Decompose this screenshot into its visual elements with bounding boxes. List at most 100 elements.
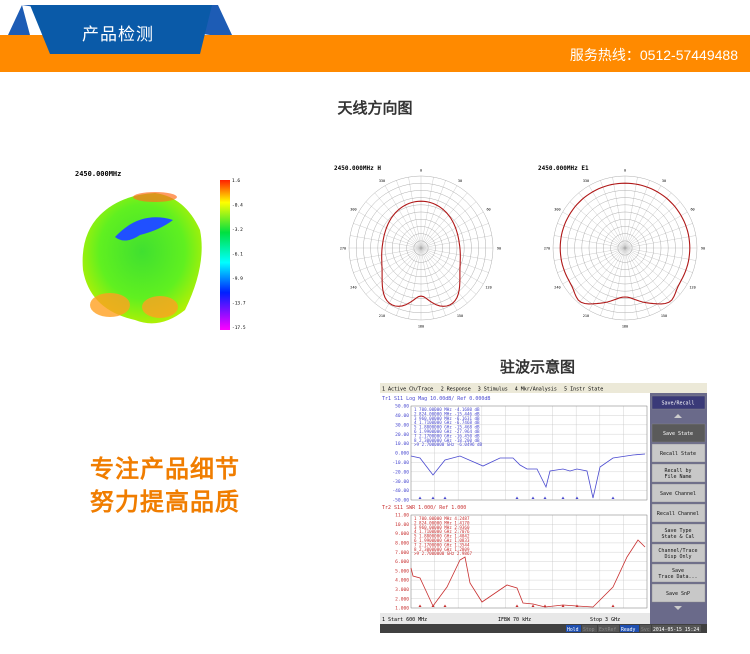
polar-grid-spoke (554, 247, 626, 261)
status-field (582, 625, 597, 632)
softkey-save-channel[interactable]: Save Channel (651, 483, 706, 503)
upper-marker-readout: 5 1.8800000 GHz -15.468 dB (414, 425, 480, 430)
3d-freq-label: 2450.000MHz (75, 170, 121, 178)
polar-grid-spoke (420, 247, 468, 304)
lower-y-tick: 9.000 (395, 531, 409, 537)
marker-triangle[interactable] (561, 496, 565, 500)
softkey-recall-channel[interactable]: Recall Channel (651, 503, 706, 523)
softkey-recall-state[interactable]: Recall State (651, 443, 706, 463)
softkey-label: Save Channel (660, 491, 696, 497)
marker-triangle[interactable] (531, 496, 535, 500)
marker-triangle[interactable] (575, 604, 579, 608)
marker-triangle[interactable] (418, 604, 422, 608)
polar-grid-spoke (420, 247, 484, 285)
marker-triangle[interactable] (531, 604, 535, 608)
softkey-sublabel: Trace Data... (658, 574, 697, 580)
menu-item[interactable]: 2 Response (441, 387, 471, 393)
polar-grid-spoke (612, 177, 626, 249)
marker-triangle[interactable] (543, 604, 547, 608)
marker-triangle[interactable] (575, 496, 579, 500)
marker-triangle[interactable] (611, 496, 615, 500)
marker-triangle[interactable] (515, 496, 519, 500)
scroll-down-icon[interactable] (674, 606, 682, 610)
color-scale-bar (220, 180, 230, 330)
ifbw: IFBW 70 kHz (498, 617, 531, 623)
softkey-label: Recall Channel (657, 511, 699, 517)
header-tab-label: 产品检测 (82, 25, 154, 45)
polar-grid-spoke (569, 201, 626, 249)
lower-marker-readout: 3 960.00000 MHz 2.9360 (414, 525, 470, 530)
lower-y-tick: 11.00 (395, 513, 409, 519)
menu-item[interactable]: 5 Instr State (564, 387, 603, 393)
softkey-label: Recall by (664, 468, 691, 474)
status-field (652, 625, 701, 632)
softkey-save-recall[interactable]: Save/Recall (651, 395, 706, 410)
marker-triangle[interactable] (443, 604, 447, 608)
menu-item[interactable]: 4 Mkr/Analysis (515, 387, 557, 393)
marker-triangle[interactable] (611, 604, 615, 608)
polar-e-label: 2450.000MHz E1 (538, 165, 589, 172)
marker-triangle[interactable] (418, 496, 422, 500)
polar-angle-tick: 180 (622, 325, 628, 329)
polar-h-label: 2450.000MHz H (334, 165, 381, 172)
plot-area (380, 393, 650, 624)
status-field (598, 625, 619, 632)
polar-pattern-trace (559, 182, 691, 305)
polar-grid-spoke (554, 235, 626, 249)
marker-triangle[interactable] (431, 496, 435, 500)
marker-triangle[interactable] (543, 496, 547, 500)
marker-triangle[interactable] (515, 604, 519, 608)
marker-triangle[interactable] (443, 496, 447, 500)
softkey-save-snp[interactable]: Save SnP (651, 583, 706, 603)
menu-item[interactable]: 3 Stimulus (478, 387, 508, 393)
polar-grid-spoke (353, 223, 422, 249)
scroll-up-icon[interactable] (674, 414, 682, 418)
antenna-pattern-title: 天线方向图 (337, 99, 413, 117)
softkey-label: Channel/Trace (658, 548, 697, 554)
upper-y-tick: 20.00 (395, 432, 409, 438)
marker-triangle[interactable] (561, 604, 565, 608)
polar-angle-tick: 240 (554, 286, 560, 290)
lower-marker-readout: 5 1.8800000 GHz 1.4042 (414, 534, 470, 539)
hotline-text: 服务热线：0512-57449488 (569, 47, 738, 63)
polar-grid-spoke (420, 235, 492, 249)
slogan-line-1: 专注产品细节 (90, 454, 240, 483)
3d-pattern-body (82, 193, 202, 324)
color-scale-label: -3.2 (232, 227, 243, 233)
status-field (620, 625, 639, 632)
polar-angle-tick: 0 (420, 169, 422, 173)
status-text: Stop (583, 627, 595, 633)
lower-y-tick: 5.000 (395, 568, 409, 574)
polar-grid-spoke (365, 201, 422, 249)
polar-grid-spoke (557, 247, 626, 273)
lower-marker-readout: 2 824.00000 MHz 1.4170 (414, 520, 470, 525)
polar-grid-spoke (420, 201, 477, 249)
polar-angle-tick: 120 (485, 286, 491, 290)
upper-y-tick: 40.00 (395, 413, 409, 419)
polar-grid-spoke (353, 247, 422, 273)
upper-trace (410, 453, 646, 499)
polar-grid-spoke (358, 211, 422, 249)
polar-grid-spoke (420, 247, 434, 319)
polar-grid-spoke (624, 185, 662, 249)
marker-triangle[interactable] (431, 604, 435, 608)
polar-angle-tick: 270 (544, 247, 550, 251)
softkey-save-state[interactable]: Save State (651, 423, 706, 443)
upper-y-tick: 30.00 (395, 422, 409, 428)
header-tab (8, 5, 232, 54)
polar-grid-spoke (624, 201, 681, 249)
menu-item[interactable]: 1 Active Ch/Trace (382, 387, 433, 393)
polar-grid-spoke (578, 192, 626, 249)
polar-grid-spoke (420, 185, 458, 249)
lower-y-tick: 8.000 (395, 541, 409, 547)
polar-angle-tick: 330 (379, 179, 385, 183)
polar-grid-spoke (624, 247, 662, 311)
lower-y-tick: 6.000 (395, 559, 409, 565)
polar-grid-spoke (365, 247, 422, 295)
upper-marker-readout: 2 824.00000 MHz -15.446 dB (414, 411, 480, 416)
polar-grid-spoke (358, 247, 422, 285)
